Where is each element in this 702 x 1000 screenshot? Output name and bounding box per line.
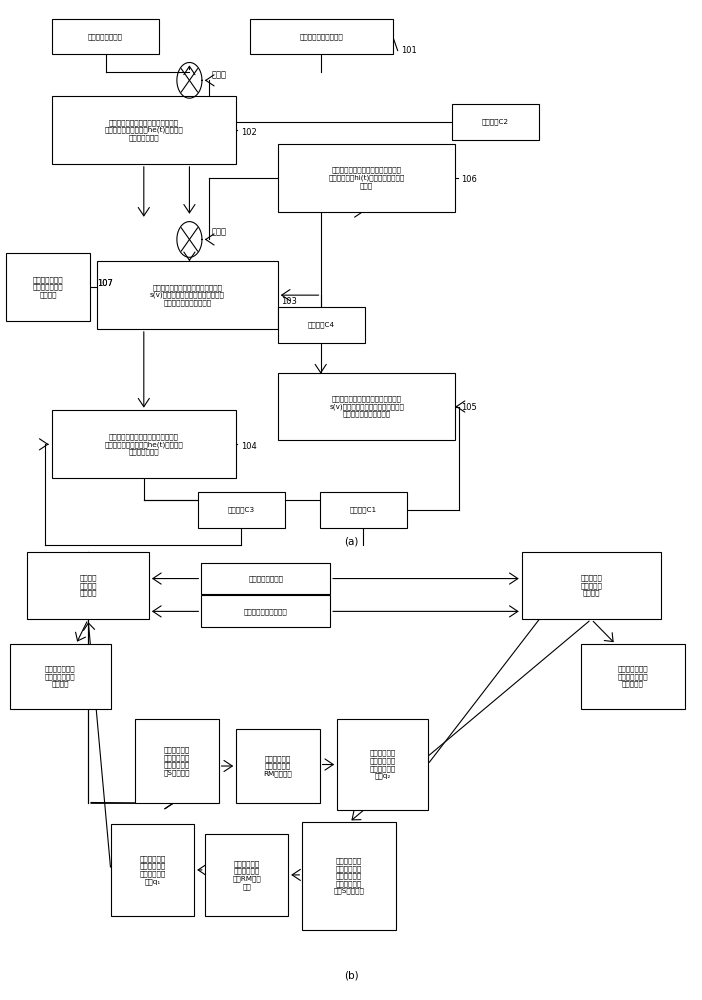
Text: 耦合作用下边缘
系统皮质区域输
出脑电信号: 耦合作用下边缘 系统皮质区域输 出脑电信号: [618, 666, 649, 687]
FancyArrowPatch shape: [322, 759, 333, 770]
FancyArrowPatch shape: [236, 496, 247, 504]
FancyBboxPatch shape: [97, 261, 278, 329]
Text: 将输入的的触突前膜动作电位脉冲密
度经由兴奋性细胞单元he(t)转换为平
均触突后膜电位: 将输入的的触突前膜动作电位脉冲密 度经由兴奋性细胞单元he(t)转换为平 均触突…: [105, 119, 183, 141]
FancyBboxPatch shape: [201, 563, 330, 594]
Text: 边缘系统输出
脑电信号通过
静态非线性函
数S进行转换: 边缘系统输出 脑电信号通过 静态非线性函 数S进行转换: [164, 746, 190, 776]
FancyBboxPatch shape: [51, 96, 236, 164]
FancyBboxPatch shape: [51, 19, 159, 54]
FancyArrowPatch shape: [76, 622, 87, 641]
FancyBboxPatch shape: [10, 644, 111, 709]
FancyBboxPatch shape: [278, 307, 365, 343]
FancyArrowPatch shape: [292, 869, 300, 880]
Text: 表情驱动刺激信号: 表情驱动刺激信号: [249, 575, 283, 582]
FancyArrowPatch shape: [315, 364, 326, 373]
Text: 其他区域来的耦合信号: 其他区域来的耦合信号: [300, 33, 343, 40]
Text: 触突常数C2: 触突常数C2: [482, 119, 509, 125]
Text: 将平均触突后膜电位经由非线性函数
s(v)转换为经由表情驱动刺激下产生
的动作电位平均脉冲密度: 将平均触突后膜电位经由非线性函数 s(v)转换为经由表情驱动刺激下产生 的动作电…: [329, 396, 404, 417]
FancyArrowPatch shape: [138, 167, 150, 216]
FancyBboxPatch shape: [201, 595, 330, 627]
Text: 104: 104: [241, 442, 257, 451]
Text: 102: 102: [241, 128, 257, 137]
Text: 前额叶皮质区
输出脑电信号
通过RM求取
均值: 前额叶皮质区 输出脑电信号 通过RM求取 均值: [232, 860, 261, 890]
Text: 耦合作用下前额
叶皮质区域输出
脑电信号: 耦合作用下前额 叶皮质区域输出 脑电信号: [45, 666, 76, 687]
Text: 106: 106: [461, 175, 477, 184]
FancyArrowPatch shape: [282, 319, 362, 331]
FancyArrowPatch shape: [357, 496, 369, 504]
FancyArrowPatch shape: [153, 606, 199, 617]
FancyArrowPatch shape: [138, 332, 150, 407]
Text: 105: 105: [461, 403, 477, 412]
Text: (a): (a): [344, 537, 358, 547]
FancyArrowPatch shape: [84, 623, 110, 867]
Text: 耦合作用下前额
叶皮质区域输出
脑电信号: 耦合作用下前额 叶皮质区域输出 脑电信号: [33, 276, 63, 298]
FancyArrowPatch shape: [206, 234, 214, 245]
Text: 107: 107: [97, 279, 113, 288]
Text: 触突常数C4: 触突常数C4: [308, 322, 335, 328]
Text: 将输入的的触突前膜动作电位脉冲密
度经由兴奋性细胞单元he(t)转换为平
均触突后膜电位: 将输入的的触突前膜动作电位脉冲密 度经由兴奋性细胞单元he(t)转换为平 均触突…: [105, 433, 183, 455]
FancyBboxPatch shape: [303, 822, 396, 930]
Text: 前额叶皮质区
神经集群输出
的脑电信号通
过静态非线性
函数S进行转换: 前额叶皮质区 神经集群输出 的脑电信号通 过静态非线性 函数S进行转换: [334, 857, 365, 894]
Text: 101: 101: [401, 46, 417, 55]
Text: 负反馈: 负反馈: [212, 227, 227, 236]
Text: 将触突前膜动作电位脉冲密度经由抑
制性细胞单元hi(t)转换为平均触突后
膜电位: 将触突前膜动作电位脉冲密度经由抑 制性细胞单元hi(t)转换为平均触突后 膜电位: [329, 167, 405, 189]
FancyBboxPatch shape: [51, 410, 236, 478]
FancyArrowPatch shape: [184, 252, 195, 260]
Text: 107: 107: [97, 279, 113, 288]
FancyBboxPatch shape: [250, 19, 393, 54]
Text: 边缘系统输出
脑电信号通过
RM求取均值: 边缘系统输出 脑电信号通过 RM求取均值: [263, 755, 292, 777]
FancyBboxPatch shape: [236, 729, 319, 803]
FancyBboxPatch shape: [198, 492, 285, 528]
FancyArrowPatch shape: [184, 167, 195, 213]
FancyBboxPatch shape: [205, 834, 289, 916]
FancyArrowPatch shape: [91, 798, 173, 809]
FancyArrowPatch shape: [352, 621, 589, 820]
Text: 边缘系统与前
额叶皮质区域
之间耦合强度
系数q₂: 边缘系统与前 额叶皮质区域 之间耦合强度 系数q₂: [369, 750, 395, 779]
FancyBboxPatch shape: [452, 104, 539, 140]
FancyBboxPatch shape: [27, 552, 149, 619]
FancyBboxPatch shape: [522, 552, 661, 619]
FancyArrowPatch shape: [184, 97, 195, 106]
Text: 表情驱动刺激信号: 表情驱动刺激信号: [88, 33, 123, 40]
Text: 大脑边缘
系统神经
集群模型: 大脑边缘 系统神经 集群模型: [79, 575, 97, 596]
FancyArrowPatch shape: [153, 573, 199, 584]
Text: 正反馈: 正反馈: [212, 70, 227, 79]
FancyArrowPatch shape: [282, 290, 319, 301]
FancyBboxPatch shape: [319, 492, 406, 528]
FancyArrowPatch shape: [221, 760, 232, 772]
FancyBboxPatch shape: [135, 719, 219, 803]
FancyArrowPatch shape: [456, 401, 465, 412]
FancyArrowPatch shape: [333, 573, 518, 584]
FancyArrowPatch shape: [91, 798, 173, 809]
FancyArrowPatch shape: [324, 206, 363, 217]
Text: 其他区域来的耦合信号: 其他区域来的耦合信号: [244, 608, 288, 615]
Text: 触突常数C3: 触突常数C3: [227, 507, 255, 513]
Text: 103: 103: [282, 297, 297, 306]
FancyBboxPatch shape: [6, 253, 90, 321]
Text: 大脑前额叶
皮质区神经
集群模型: 大脑前额叶 皮质区神经 集群模型: [581, 575, 602, 596]
FancyArrowPatch shape: [333, 606, 518, 617]
FancyBboxPatch shape: [278, 373, 456, 440]
Text: 前额叶皮质区
域与边缘系统
之间耦合强度
系数q₁: 前额叶皮质区 域与边缘系统 之间耦合强度 系数q₁: [140, 855, 166, 885]
Text: 将平均触突后膜电位经由非线性函数
s(v)转换为经由表情驱动刺激下产生
的动作电位平均脉冲密度: 将平均触突后膜电位经由非线性函数 s(v)转换为经由表情驱动刺激下产生 的动作电…: [150, 284, 225, 306]
FancyArrowPatch shape: [184, 66, 195, 75]
FancyBboxPatch shape: [337, 719, 428, 810]
FancyBboxPatch shape: [581, 644, 685, 709]
FancyArrowPatch shape: [430, 555, 589, 762]
Text: 触突常数C1: 触突常数C1: [350, 507, 377, 513]
FancyBboxPatch shape: [278, 144, 456, 212]
FancyArrowPatch shape: [39, 439, 48, 450]
FancyArrowPatch shape: [198, 864, 206, 875]
FancyArrowPatch shape: [206, 75, 214, 86]
FancyArrowPatch shape: [593, 621, 613, 642]
Text: (b): (b): [344, 970, 358, 980]
FancyBboxPatch shape: [111, 824, 194, 916]
